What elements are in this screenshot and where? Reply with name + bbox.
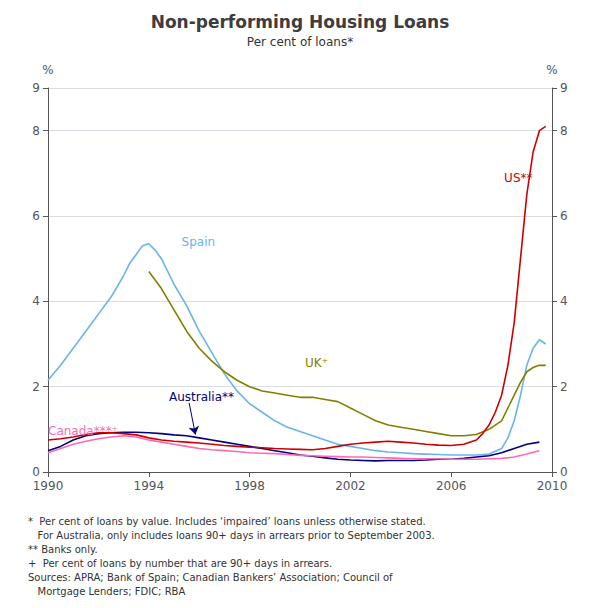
svg-text:6: 6 — [32, 209, 40, 223]
svg-text:Canada***⁺: Canada***⁺ — [48, 424, 118, 438]
svg-text:1998: 1998 — [234, 479, 265, 493]
svg-text:* Per cent of loans by value.: * Per cent of loans by value. Includes ‘… — [28, 516, 426, 527]
svg-text:2006: 2006 — [436, 479, 467, 493]
svg-text:For Australia, only includes l: For Australia, only includes loans 90+ d… — [28, 530, 435, 541]
svg-text:1994: 1994 — [134, 479, 165, 493]
svg-text:9: 9 — [560, 81, 568, 95]
svg-text:Non-performing Housing Loans: Non-performing Housing Loans — [151, 12, 450, 32]
svg-text:9: 9 — [32, 81, 40, 95]
svg-text:6: 6 — [560, 209, 568, 223]
svg-text:2002: 2002 — [335, 479, 366, 493]
svg-text:8: 8 — [560, 124, 568, 138]
svg-text:0: 0 — [560, 465, 568, 479]
svg-text:0: 0 — [32, 465, 40, 479]
svg-text:4: 4 — [560, 294, 568, 308]
svg-text:2: 2 — [32, 380, 40, 394]
svg-text:+ Per cent of loans by number: + Per cent of loans by number that are 9… — [28, 558, 332, 569]
svg-text:1990: 1990 — [33, 479, 64, 493]
svg-text:Australia**: Australia** — [169, 390, 234, 404]
svg-text:US**: US** — [504, 171, 532, 185]
svg-text:%: % — [42, 63, 53, 77]
svg-text:Mortgage Lenders; FDIC; RBA: Mortgage Lenders; FDIC; RBA — [28, 586, 185, 597]
svg-text:UK⁺: UK⁺ — [305, 356, 328, 370]
svg-text:Sources: APRA; Bank of Spain;: Sources: APRA; Bank of Spain; Canadian B… — [28, 572, 393, 583]
svg-text:** Banks only.: ** Banks only. — [28, 544, 98, 555]
svg-text:4: 4 — [32, 294, 40, 308]
svg-text:8: 8 — [32, 124, 40, 138]
svg-text:Spain: Spain — [182, 235, 216, 249]
svg-text:%: % — [546, 63, 557, 77]
svg-text:Per cent of loans*: Per cent of loans* — [247, 35, 353, 49]
svg-text:2010: 2010 — [537, 479, 568, 493]
svg-text:2: 2 — [560, 380, 568, 394]
